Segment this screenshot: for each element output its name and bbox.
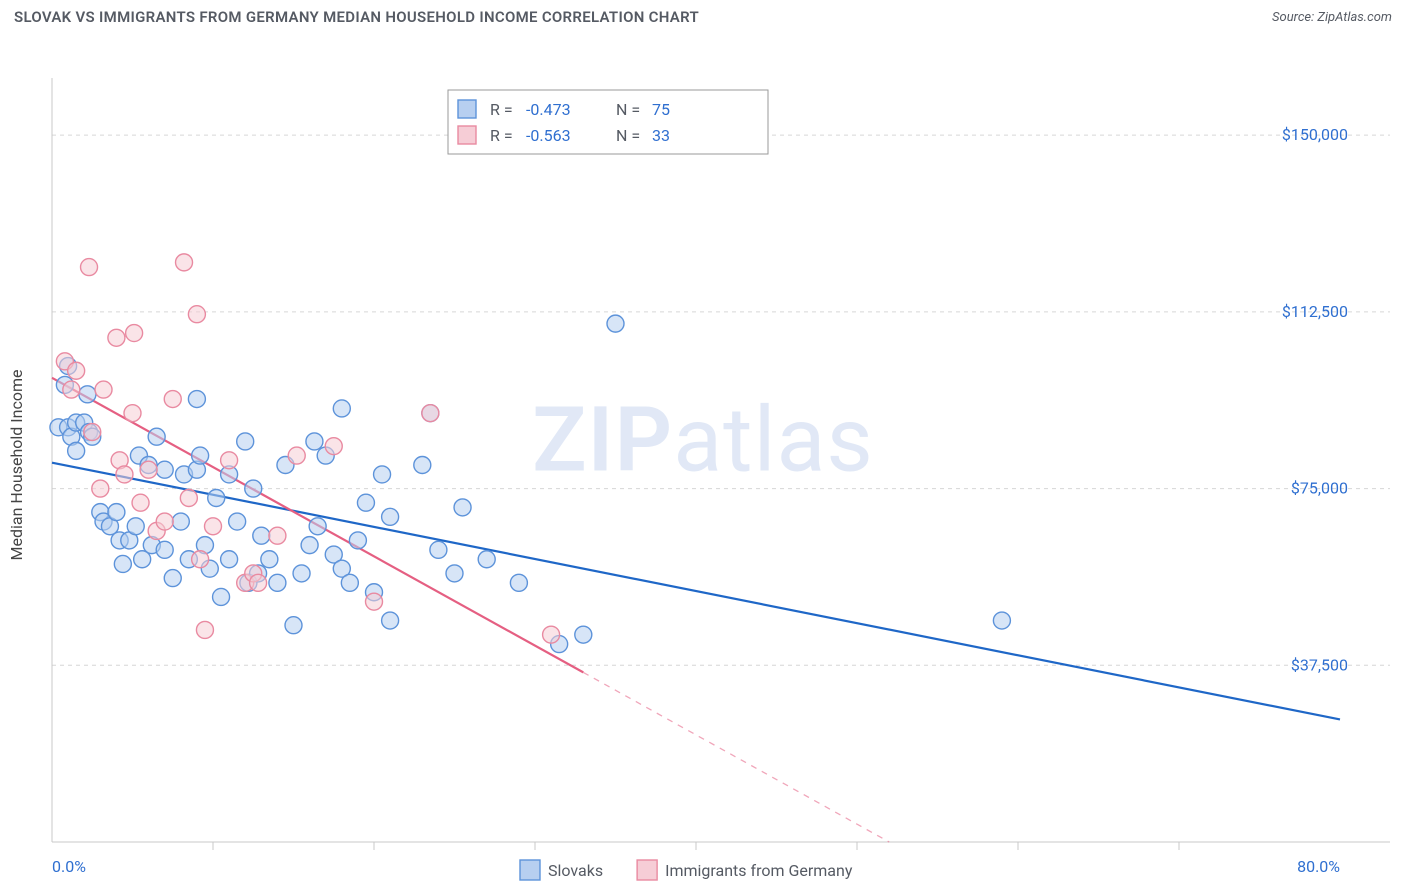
y-tick-label: $75,000 [1291,479,1348,498]
legend-swatch [520,860,540,880]
stats-n-value: 75 [652,100,670,119]
y-tick-label: $112,500 [1282,302,1348,321]
chart-title: SLOVAK VS IMMIGRANTS FROM GERMANY MEDIAN… [14,8,699,26]
legend-label: Immigrants from Germany [665,861,853,880]
scatter-chart: $37,500 $75,000 $112,500 $150,000 0.0% 80.0% M… [0,32,1406,882]
x-tick-label: 0.0% [52,857,86,876]
stats-n-label: N = [616,100,640,119]
stats-swatch [458,126,476,144]
y-axis-label: Median Household Income [7,370,26,561]
stats-r-label: R = [490,100,513,119]
stats-n-label: N = [616,126,640,145]
chart-area: ZIPatlas $37,500$75,000$112,500$150,0000… [0,32,1406,882]
stats-n-value: 33 [652,126,670,145]
stats-r-value: -0.473 [526,100,571,119]
stats-swatch [458,100,476,118]
y-tick-label: $37,500 [1291,655,1348,674]
x-tick-label: 80.0% [1297,857,1340,876]
legend-swatch [637,860,657,880]
stats-r-value: -0.563 [526,126,571,145]
chart-header: SLOVAK VS IMMIGRANTS FROM GERMANY MEDIAN… [0,0,1406,32]
y-tick-label: $150,000 [1282,125,1348,144]
stats-r-label: R = [490,126,513,145]
chart-source: Source: ZipAtlas.com [1272,10,1392,25]
legend-label: Slovaks [548,861,603,880]
